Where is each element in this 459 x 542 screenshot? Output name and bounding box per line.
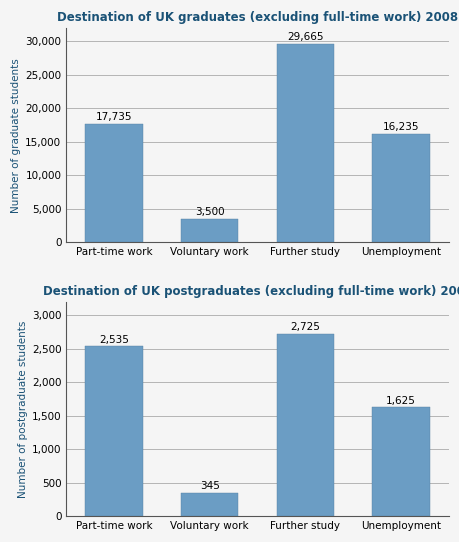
Text: 2,535: 2,535	[99, 334, 129, 345]
Bar	[85, 346, 142, 516]
Text: 345: 345	[199, 481, 219, 491]
Bar	[181, 493, 238, 516]
Y-axis label: Number of postgraduate students: Number of postgraduate students	[17, 320, 28, 498]
Bar	[181, 219, 238, 242]
Bar	[371, 133, 429, 242]
Text: 17,735: 17,735	[95, 112, 132, 122]
Text: 16,235: 16,235	[382, 122, 419, 132]
Bar	[276, 334, 333, 516]
Bar	[371, 407, 429, 516]
Bar	[85, 124, 142, 242]
Title: Destination of UK graduates (excluding full-time work) 2008: Destination of UK graduates (excluding f…	[57, 11, 457, 24]
Text: 2,725: 2,725	[290, 322, 319, 332]
Title: Destination of UK postgraduates (excluding full-time work) 2008: Destination of UK postgraduates (excludi…	[42, 285, 459, 298]
Text: 3,500: 3,500	[195, 207, 224, 217]
Y-axis label: Number of graduate students: Number of graduate students	[11, 58, 21, 212]
Text: 1,625: 1,625	[385, 396, 415, 405]
Text: 29,665: 29,665	[286, 32, 323, 42]
Bar	[276, 44, 333, 242]
